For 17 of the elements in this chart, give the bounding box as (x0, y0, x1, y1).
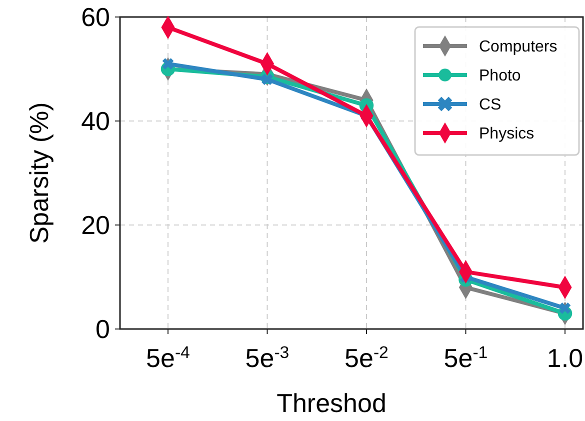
legend-label: CS (479, 96, 502, 114)
x-tick-label: 1.0 (546, 343, 584, 373)
point (559, 302, 571, 314)
x-tick-label: 5e$^{-1}$ (444, 342, 488, 373)
point (162, 58, 174, 70)
x-tick-label: 5e$^{-3}$ (245, 342, 290, 373)
y-axis-title: Sparsity (%) (24, 102, 54, 244)
y-tick-label: 40 (81, 106, 110, 136)
legend-label: Physics (479, 126, 534, 143)
legend-label: Computers (479, 38, 558, 56)
y-tick-label: 60 (81, 2, 110, 32)
y-tick-label: 20 (81, 210, 110, 240)
x-tick-label: 5e$^{-2}$ (344, 342, 388, 373)
x-axis-title: Threshod (276, 388, 386, 418)
x-tick-label: 5e$^{-4}$ (146, 342, 190, 373)
legend-label: Photo (479, 68, 521, 85)
y-tick-label: 0 (96, 314, 110, 344)
